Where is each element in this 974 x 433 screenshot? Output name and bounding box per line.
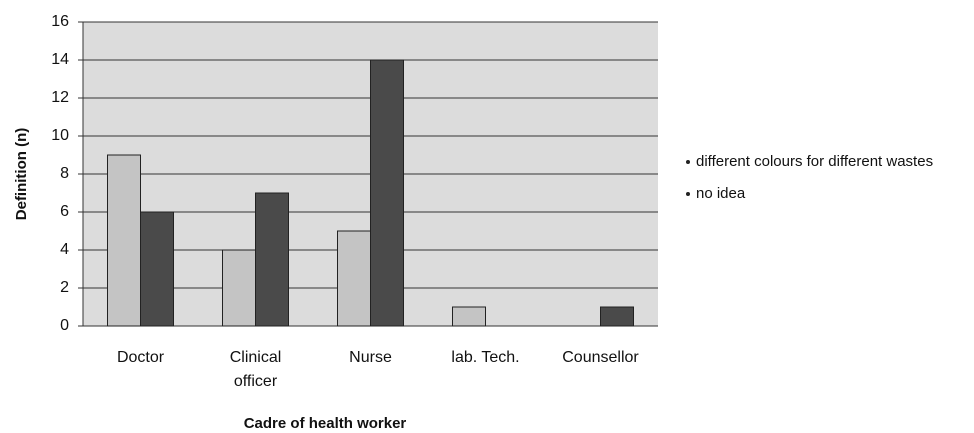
y-tick-label: 8 <box>60 165 69 182</box>
y-tick-label: 10 <box>51 127 69 144</box>
x-tick-label: Clinical officer <box>230 349 282 390</box>
bar <box>222 249 256 327</box>
y-tick-label: 4 <box>60 241 69 258</box>
y-tick-label: 12 <box>51 89 69 106</box>
y-tick-label: 14 <box>51 51 69 68</box>
legend-bullet <box>686 160 690 164</box>
bar <box>107 154 141 327</box>
y-tick-label: 16 <box>51 13 69 30</box>
x-axis-label: Cadre of health worker <box>244 415 407 432</box>
bar <box>600 306 634 327</box>
y-axis-label: Definition (n) <box>13 128 30 220</box>
legend-label: different colours for different wastes <box>696 153 933 170</box>
x-tick-label: Nurse <box>349 349 392 366</box>
y-tick-label: 2 <box>60 279 69 296</box>
bar <box>255 192 289 327</box>
y-tick-label: 6 <box>60 203 69 220</box>
bar <box>370 59 404 327</box>
bar <box>337 230 371 327</box>
bar <box>452 306 486 327</box>
x-tick-label: Doctor <box>117 349 165 366</box>
legend-label: no idea <box>696 185 746 202</box>
bar <box>140 211 174 327</box>
y-tick-label: 0 <box>60 317 69 334</box>
x-tick-label: Counsellor <box>562 349 639 366</box>
legend-bullet <box>686 192 690 196</box>
x-tick-label: lab. Tech. <box>451 349 519 366</box>
